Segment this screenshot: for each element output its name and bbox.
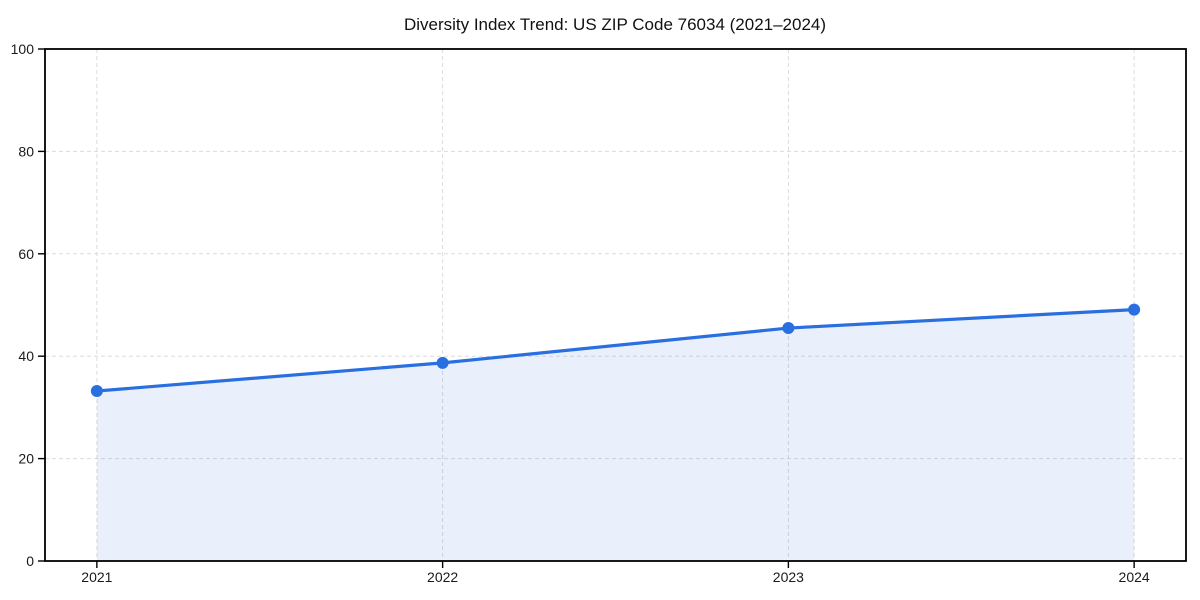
x-axis-tick-label: 2021 bbox=[81, 569, 112, 585]
data-point-2024 bbox=[1128, 303, 1141, 316]
trend-line bbox=[95, 308, 1136, 393]
y-axis-tick-label: 80 bbox=[18, 143, 34, 159]
y-axis-tick-label: 100 bbox=[11, 41, 35, 57]
plot-border bbox=[44, 48, 1187, 562]
x-axis-tick-label: 2022 bbox=[427, 569, 458, 585]
data-point-2023 bbox=[782, 322, 795, 335]
x-axis-tick-label: 2024 bbox=[1119, 569, 1150, 585]
y-axis-tick-label: 40 bbox=[18, 348, 34, 364]
area-fill bbox=[96, 309, 1135, 561]
series-layer bbox=[90, 303, 1141, 561]
axes-layer: 0 20 40 60 80 100 2021 2022 2023 2024 bbox=[11, 41, 1187, 585]
y-axis-tick-label: 0 bbox=[26, 553, 34, 569]
chart-title: Diversity Index Trend: US ZIP Code 76034… bbox=[404, 15, 826, 34]
data-point-2022 bbox=[436, 356, 449, 369]
data-point-2021 bbox=[90, 385, 103, 398]
x-axis-tick-label: 2023 bbox=[773, 569, 804, 585]
y-axis-tick-label: 60 bbox=[18, 246, 34, 262]
y-axis-tick-label: 20 bbox=[18, 451, 34, 467]
